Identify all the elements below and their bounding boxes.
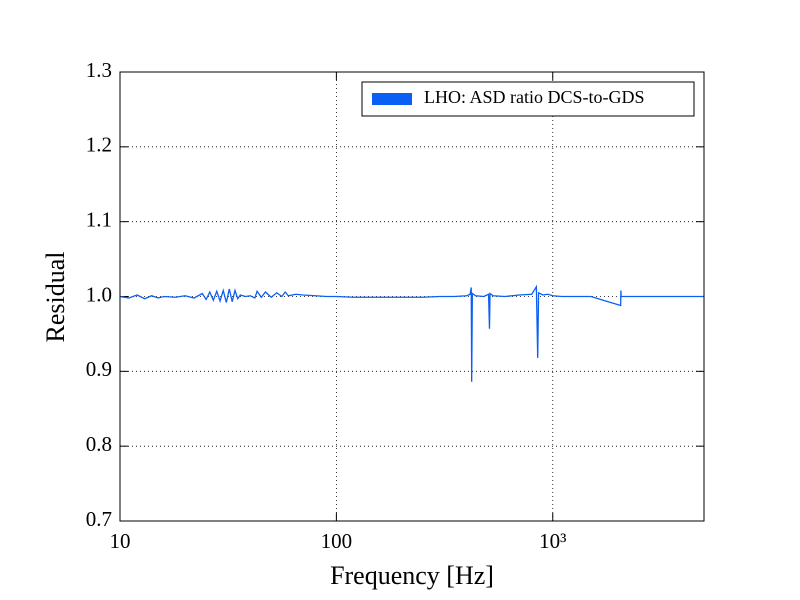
data-line [119, 284, 704, 382]
x-tick-label: 100 [321, 529, 353, 553]
legend-swatch [372, 93, 412, 105]
y-tick-label: 1.3 [86, 58, 112, 82]
y-tick-label: 0.8 [86, 432, 112, 456]
y-tick-label: 0.7 [86, 507, 112, 531]
y-tick-label: 0.9 [86, 357, 112, 381]
y-tick-label: 1.2 [86, 133, 112, 157]
x-tick-label: 10 [110, 529, 131, 553]
x-tick-label: 10³ [539, 529, 566, 553]
plot-frame [119, 71, 705, 522]
x-axis-label: Frequency [Hz] [330, 561, 494, 590]
legend-box [361, 81, 695, 117]
y-tick-label: 1.1 [86, 207, 112, 231]
y-tick-label: 1.0 [86, 282, 112, 306]
y-axis-label: Residual [41, 252, 70, 343]
legend-label: LHO: ASD ratio DCS-to-GDS [424, 87, 645, 107]
